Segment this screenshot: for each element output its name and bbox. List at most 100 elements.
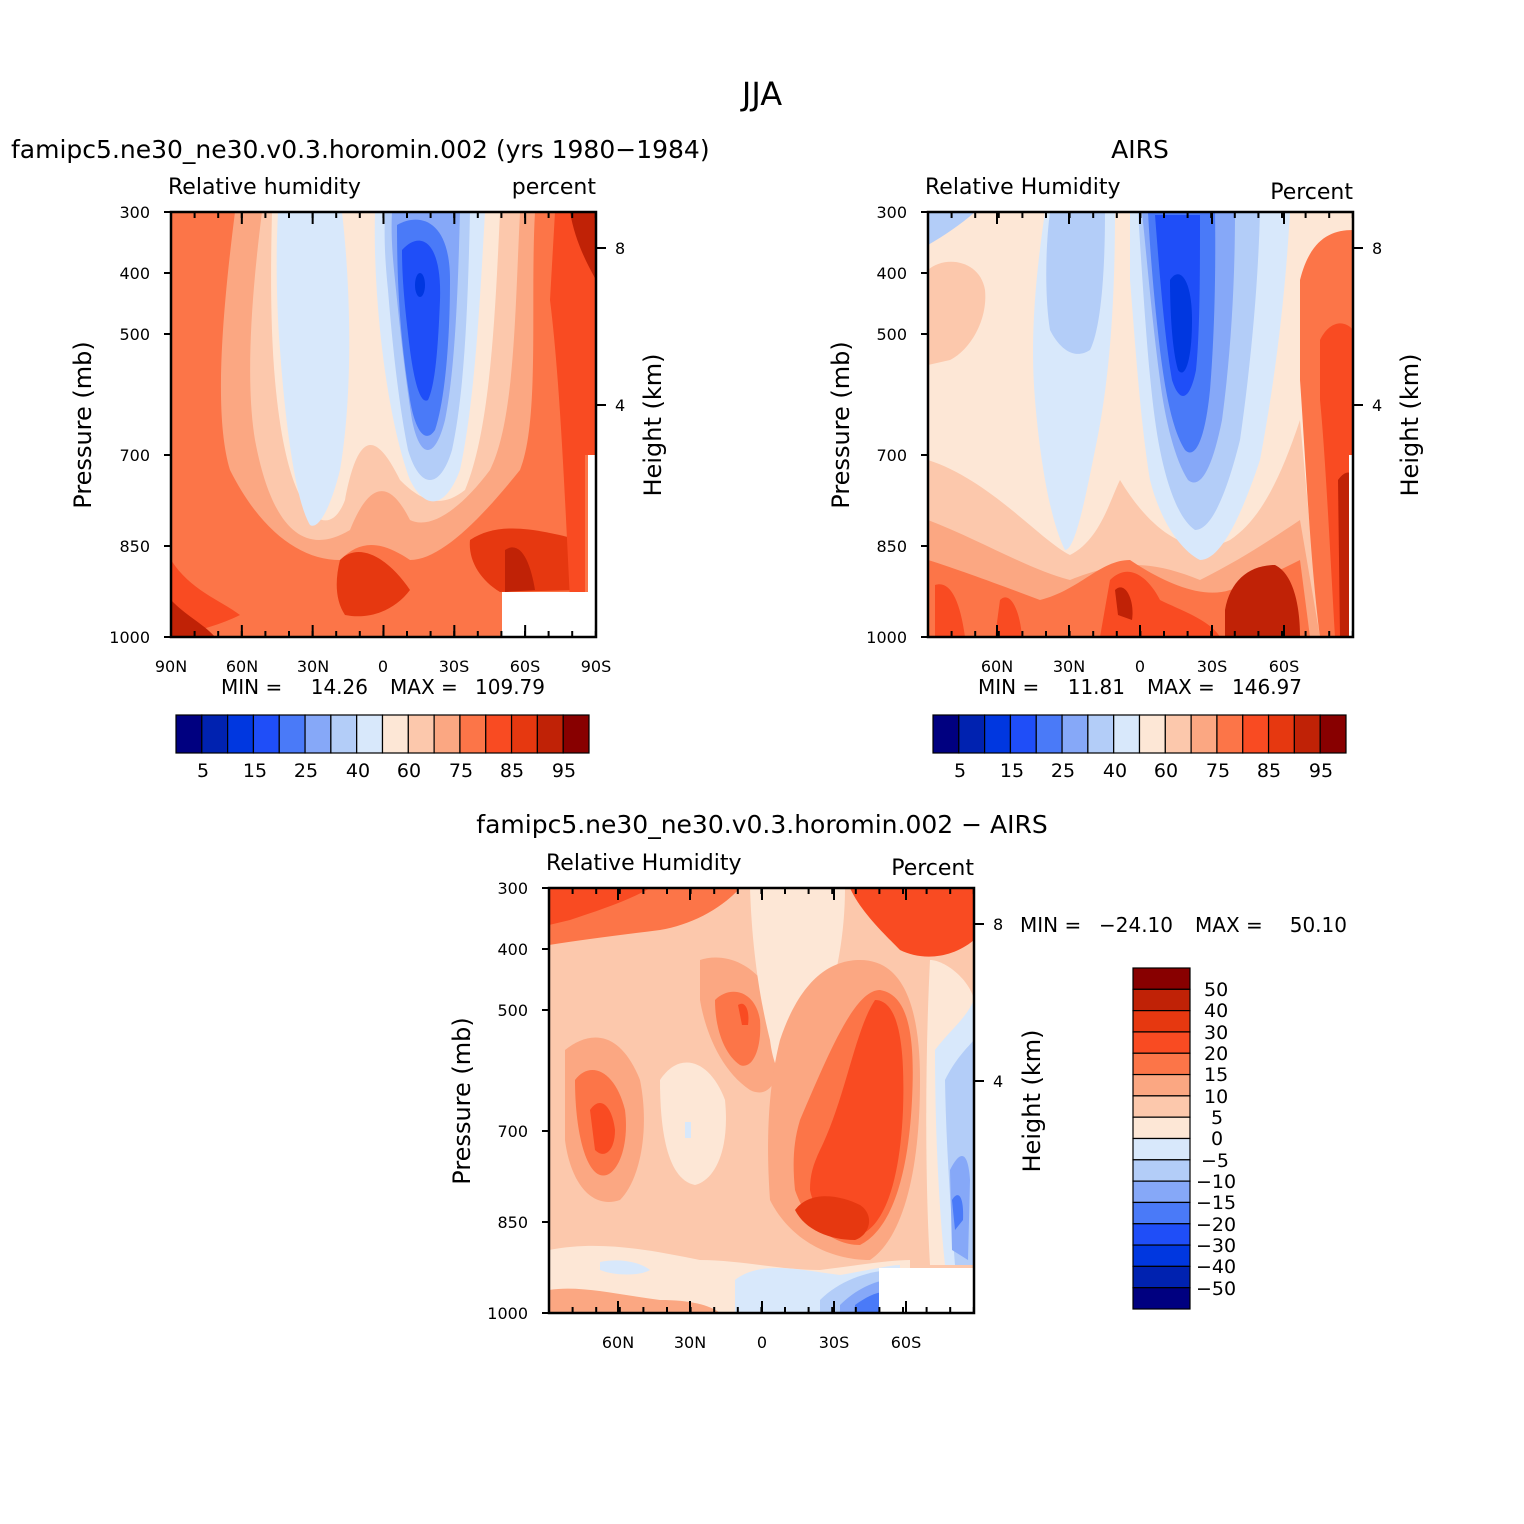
right-tick: 8	[615, 239, 625, 258]
colorbar-box	[1009, 714, 1037, 754]
panel-diff-title: famipc5.ne30_ne30.v0.3.horomin.002 − AIR…	[476, 810, 1047, 839]
colorbar-box	[1035, 714, 1063, 754]
colorbar-box	[1132, 1137, 1191, 1161]
colorbar-label: 85	[500, 760, 524, 782]
colorbar-box	[1061, 714, 1089, 754]
right-tick: 8	[1372, 239, 1382, 258]
x-tick: 90S	[581, 657, 612, 676]
x-tick: 0	[757, 1333, 767, 1352]
colorbar-label: 30	[1204, 1022, 1228, 1044]
panel-airs-ylabel: Pressure (mb)	[827, 341, 855, 508]
colorbar-box	[1132, 1244, 1191, 1267]
main-title: JJA	[740, 75, 782, 113]
colorbar-box	[1138, 714, 1166, 754]
panel-diff-min-value: −24.10	[1099, 913, 1173, 937]
field-left-peach	[928, 261, 986, 365]
colorbar-box	[1132, 1265, 1191, 1289]
panel-airs-colorbar-labels: 5 15 25 40 60 75 85 95	[954, 760, 1333, 782]
y-tick: 1000	[866, 628, 907, 647]
colorbar-box	[1132, 1180, 1191, 1204]
colorbar-label: 25	[1051, 760, 1075, 782]
colorbar-box	[278, 714, 306, 754]
x-tick: 30N	[297, 657, 329, 676]
panel-diff-right-axis-label: Height (km)	[1018, 1030, 1046, 1173]
x-tick: 60S	[891, 1333, 922, 1352]
colorbar-label: 20	[1204, 1043, 1228, 1065]
x-tick: 0	[1135, 657, 1145, 676]
x-tick: 30S	[439, 657, 470, 676]
field-band-pale-blue-a	[276, 212, 350, 526]
colorbar-box	[381, 714, 409, 754]
colorbar-label: 75	[449, 760, 473, 782]
colorbar-label: 40	[346, 760, 370, 782]
panel-airs-colorbar	[932, 714, 1347, 754]
field-south-red	[1225, 565, 1300, 637]
y-tick: 300	[119, 203, 150, 222]
x-tick: 60N	[981, 657, 1013, 676]
panel-diff-ylabel: Pressure (mb)	[448, 1017, 476, 1184]
x-tick: 0	[378, 657, 388, 676]
x-tick: 60N	[602, 1333, 634, 1352]
field-cream-left	[660, 1062, 726, 1185]
y-tick: 850	[119, 537, 150, 556]
panel-diff-max-label: MAX =	[1195, 913, 1263, 937]
panel-diff-field	[549, 888, 974, 1313]
y-tick: 700	[876, 446, 907, 465]
x-tick: 60S	[1269, 657, 1300, 676]
y-tick: 1000	[487, 1304, 528, 1323]
panel-diff-max-value: 50.10	[1290, 913, 1347, 937]
colorbar-label: 60	[1154, 760, 1178, 782]
field-top-left-blue	[928, 212, 975, 245]
colorbar-label: 15	[1000, 760, 1024, 782]
panel-model-left-label: Relative humidity	[168, 175, 361, 200]
colorbar-box	[1319, 714, 1347, 754]
colorbar-box	[1132, 1287, 1191, 1310]
field-left-red	[590, 1102, 615, 1154]
field-left-pale-band	[600, 1260, 650, 1275]
colorbar-label: −20	[1196, 1214, 1236, 1236]
colorbar-box	[1242, 714, 1270, 754]
colorbar-box	[407, 714, 435, 754]
colorbar-label: 40	[1204, 1000, 1228, 1022]
colorbar-label: 95	[552, 760, 576, 782]
panel-model-min-value: 14.26	[311, 675, 368, 699]
field-right-edge-dark	[570, 212, 596, 280]
y-tick: 400	[497, 940, 528, 959]
field-bottom-blue	[855, 1292, 885, 1313]
colorbar-box	[1132, 1201, 1191, 1225]
colorbar-label: −40	[1196, 1256, 1236, 1278]
field-blue-a-inner	[1046, 212, 1105, 354]
y-tick: 850	[876, 537, 907, 556]
panel-airs-right-axis-label: Height (km)	[1396, 354, 1424, 497]
field-missing-right	[588, 455, 596, 637]
colorbar-label: −30	[1196, 1235, 1236, 1257]
colorbar-box	[1132, 1159, 1191, 1182]
panel-diff: famipc5.ne30_ne30.v0.3.horomin.002 − AIR…	[448, 810, 1347, 1352]
colorbar-box	[562, 714, 590, 754]
colorbar-box	[459, 714, 487, 754]
panel-airs-min-value: 11.81	[1068, 675, 1125, 699]
field-blue-b-core	[1170, 274, 1192, 373]
field-band-bright-blue	[402, 240, 441, 401]
field-south-dark	[505, 547, 535, 592]
panel-model: famipc5.ne30_ne30.v0.3.horomin.002 (yrs …	[11, 135, 710, 782]
colorbar-label: 0	[1211, 1128, 1223, 1150]
panel-model-field	[171, 212, 596, 637]
x-tick: 30N	[1053, 657, 1085, 676]
field-right-edge-red	[550, 212, 596, 600]
field-bottom-dark	[171, 600, 215, 637]
colorbar-box	[1164, 714, 1192, 754]
y-tick: 400	[876, 264, 907, 283]
colorbar-box	[1132, 1116, 1191, 1140]
colorbar-label: 5	[954, 760, 966, 782]
colorbar-label: 15	[1204, 1064, 1228, 1086]
colorbar-box	[958, 714, 986, 754]
panel-model-right-label: percent	[512, 175, 597, 200]
colorbar-label: 40	[1103, 760, 1127, 782]
colorbar-label: 50	[1204, 979, 1228, 1001]
colorbar-box	[1190, 714, 1218, 754]
panel-airs-max-value: 146.97	[1232, 675, 1302, 699]
field-missing-right	[1349, 455, 1353, 637]
colorbar-box	[252, 714, 280, 754]
panel-diff-left-label: Relative Humidity	[546, 851, 741, 876]
